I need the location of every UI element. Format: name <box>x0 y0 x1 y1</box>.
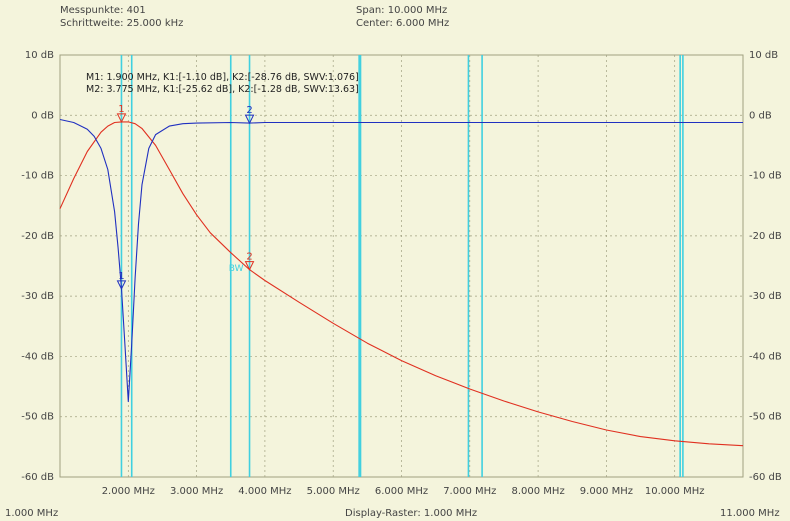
y-tick-label-right: -20 dB <box>749 231 782 242</box>
marker-2-label: 2 <box>246 252 252 263</box>
sweep-info: Messpunkte: 401 Schrittweite: 25.000 kHz <box>60 4 183 30</box>
marker-4-icon <box>244 114 255 125</box>
span-label: Span: <box>356 5 385 16</box>
x-tick-label: 6.000 MHz <box>375 486 428 497</box>
x-tick-label: 9.000 MHz <box>580 486 633 497</box>
series-line-1 <box>59 121 744 447</box>
span-value: 10.000 MHz <box>387 5 448 16</box>
y-tick-label-right: 0 dB <box>749 110 772 121</box>
marker-readout-2: M2: 3.775 MHz, K1:[-25.62 dB], K2:[-1.28… <box>86 84 359 95</box>
start-frequency: 1.000 MHz <box>5 508 59 519</box>
series-line-2 <box>59 118 743 403</box>
marker-3-icon <box>116 280 127 291</box>
y-tick-label-left: 0 dB <box>31 110 54 121</box>
marker-2-icon <box>244 261 255 271</box>
marker-1-icon <box>116 113 127 124</box>
span-info: Span: 10.000 MHz Center: 6.000 MHz <box>356 4 449 30</box>
marker-1-label: 1 <box>118 104 124 115</box>
messpunkte-value: 401 <box>126 5 146 16</box>
marker-readout-1: M1: 1.900 MHz, K1:[-1.10 dB], K2:[-28.76… <box>86 72 359 83</box>
messpunkte-label: Messpunkte: <box>60 5 124 16</box>
y-tick-label-right: -40 dB <box>749 351 782 362</box>
y-tick-label-left: -60 dB <box>21 472 54 483</box>
y-tick-label-right: -30 dB <box>749 291 782 302</box>
schrittweite-value: 25.000 kHz <box>126 18 184 29</box>
y-tick-label-left: -40 dB <box>21 351 54 362</box>
y-tick-label-left: 10 dB <box>25 50 54 61</box>
y-tick-label-right: -60 dB <box>749 472 782 483</box>
y-tick-label-left: -50 dB <box>21 412 54 423</box>
display-raster: Display-Raster: 1.000 MHz <box>345 508 478 519</box>
x-tick-label: 7.000 MHz <box>443 486 496 497</box>
y-tick-label-left: -20 dB <box>21 231 54 242</box>
x-tick-label: 5.000 MHz <box>307 486 360 497</box>
x-tick-label: 8.000 MHz <box>511 486 564 497</box>
center-value: 6.000 MHz <box>396 18 450 29</box>
schrittweite-label: Schrittweite: <box>60 18 124 29</box>
x-tick-label: 3.000 MHz <box>170 486 223 497</box>
y-tick-label-left: -10 dB <box>21 171 54 182</box>
y-tick-label-right: -10 dB <box>749 171 782 182</box>
center-label: Center: <box>356 18 393 29</box>
y-tick-label-left: -30 dB <box>21 291 54 302</box>
marker-4-label: 2 <box>246 105 252 116</box>
stop-frequency: 11.000 MHz <box>720 508 780 519</box>
y-tick-label-right: -50 dB <box>749 412 782 423</box>
bw-annotation: BW <box>229 264 244 274</box>
marker-3-label: 1 <box>118 271 124 282</box>
x-tick-label: 10.000 MHz <box>645 486 705 497</box>
y-tick-label-right: 10 dB <box>749 50 778 61</box>
x-tick-label: 2.000 MHz <box>102 486 155 497</box>
x-tick-label: 4.000 MHz <box>238 486 291 497</box>
